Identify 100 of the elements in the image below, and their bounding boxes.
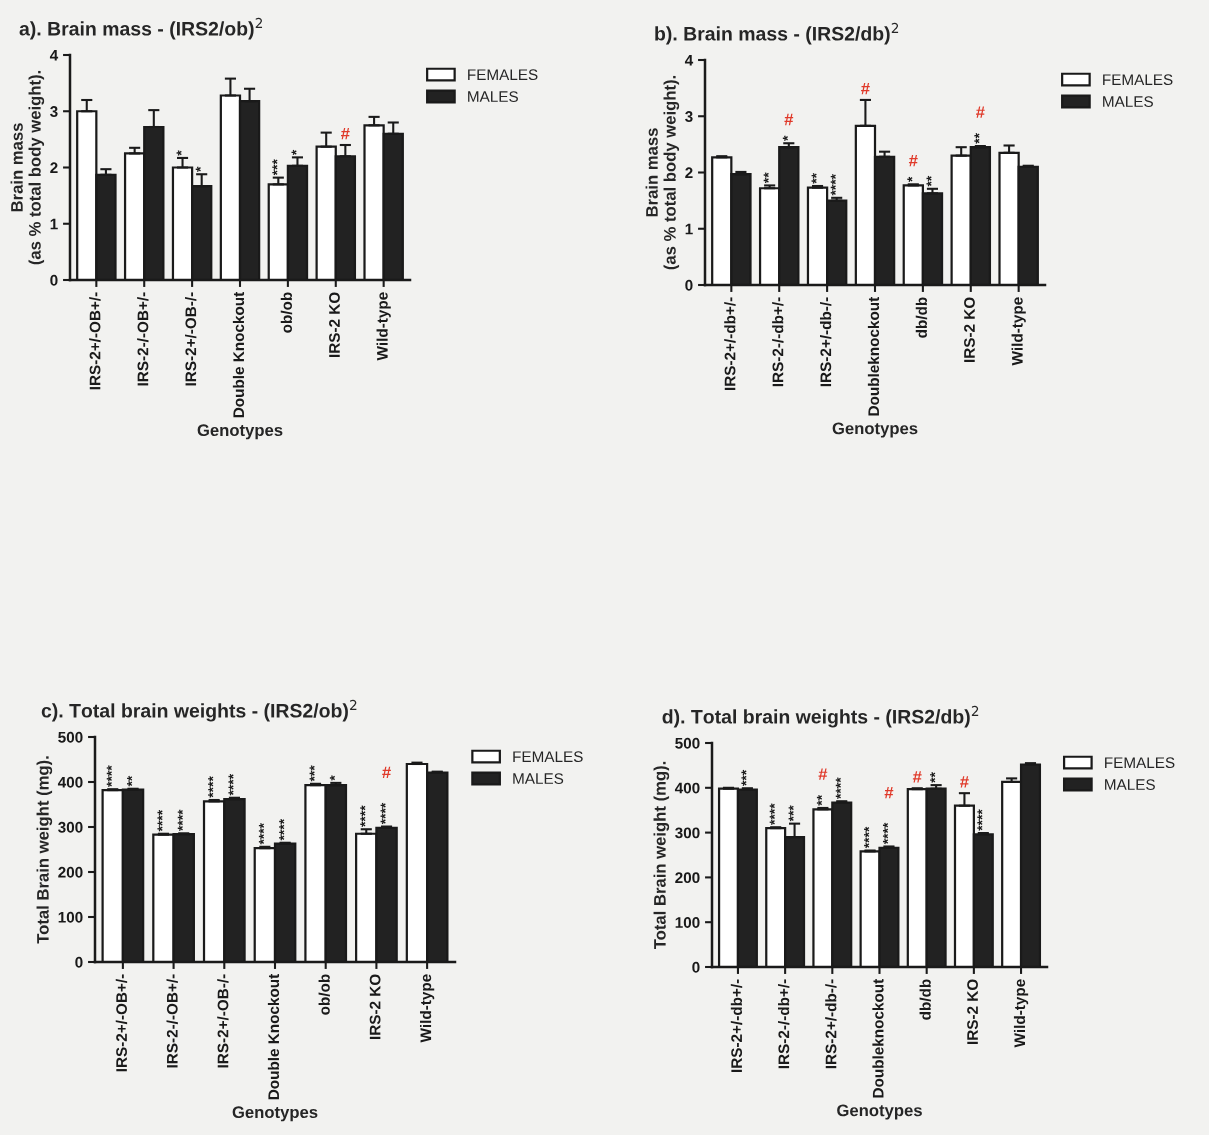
x-tick-label: Wild-type [1013, 979, 1029, 1048]
x-tick-label: IRS-2+/-OB+/- [115, 974, 128, 1072]
y-tick-label: 100 [675, 917, 700, 928]
y-tick-label: 400 [57, 776, 83, 788]
y-tick-label: 3 [685, 111, 693, 122]
y-tick-label: 1 [50, 218, 58, 230]
data-label: **** [258, 822, 265, 845]
y-tick-label: 200 [58, 866, 83, 878]
x-tick-label: Doubleknockout [872, 978, 884, 1098]
x-tick-label: IRS-2 KO [967, 979, 978, 1044]
x-axis-title: Genotypes [232, 1106, 318, 1122]
data-label: **** [830, 173, 836, 196]
y-tick-label: 500 [675, 737, 700, 749]
data-label: * [291, 149, 297, 156]
y-tick-label: 4 [684, 55, 694, 66]
data-label: *** [272, 159, 278, 176]
data-label: *** [788, 805, 794, 822]
y-axis-title: Total Brain weight (mg). [653, 761, 670, 950]
y-tick-label: 0 [685, 279, 693, 291]
data-label: ** [763, 172, 769, 184]
x-tick-label: db/db [919, 979, 931, 1020]
y-tick-label: 300 [58, 821, 83, 833]
y-tick-label: 200 [675, 872, 700, 884]
x-axis-title: Genotypes [832, 422, 918, 438]
x-tick-label: db/db [915, 297, 928, 338]
data-label: *** [309, 765, 315, 782]
x-tick-label: IRS-2+/-db-/- [825, 979, 837, 1069]
data-label: ** [930, 772, 936, 783]
data-label: # [341, 127, 350, 140]
chart-title: d). Total brain weights - (IRS2/db)$^{2}$ [662, 705, 979, 728]
y-axis-title: Total Brain weight (mg). [36, 756, 53, 944]
legend-label: MALES [468, 91, 518, 103]
x-tick-label: IRS-2+/-db+/- [724, 297, 736, 391]
data-label: * [176, 150, 182, 156]
x-tick-label: Wild-type [376, 292, 391, 361]
data-label: **** [157, 809, 163, 832]
data-label: * [329, 775, 336, 781]
legend-label: FEMALES [1105, 757, 1175, 769]
data-label: **** [208, 776, 214, 798]
x-tick-label: IRS-2 KO [369, 974, 381, 1039]
x-axis-title: Genotypes [837, 1104, 922, 1120]
y-tick-label: 1 [685, 223, 693, 235]
data-label: **** [177, 809, 183, 832]
legend-label: MALES [1105, 779, 1155, 791]
x-tick-label: IRS-2+/-OB-/- [184, 292, 197, 386]
x-tick-label: IRS-2 KO [329, 292, 340, 357]
y-axis-title: Brain mass (as % total body weight). [645, 75, 680, 270]
chart-title: c). Total brain weights - (IRS2/ob)$^{2}$ [41, 699, 357, 722]
y-tick-label: 4 [49, 50, 59, 61]
y-tick-label: 2 [685, 167, 693, 179]
data-label: **** [835, 777, 841, 799]
data-label: # [912, 771, 922, 783]
data-label: * [195, 166, 201, 172]
data-label: # [861, 82, 870, 95]
x-tick-label: ob/ob [318, 974, 330, 1015]
x-tick-label: Double Knockout [267, 973, 280, 1100]
x-tick-label: IRS-2+/-db-/- [819, 297, 832, 387]
y-axis-title: Brain mass (as % total body weight). [10, 70, 45, 265]
data-label: **# [816, 768, 828, 806]
y-tick-label: 3 [50, 106, 58, 117]
data-label: *# [782, 113, 794, 141]
x-tick-label: IRS-2-/-db+/- [772, 297, 784, 387]
text: ****# [380, 766, 391, 825]
x-tick-label: Wild-type [1011, 297, 1026, 366]
data-label: # [960, 776, 969, 788]
data-label: *** [741, 769, 747, 786]
x-tick-label: IRS-2 KO [964, 297, 975, 362]
y-tick-label: 500 [58, 731, 83, 743]
y-tick-label: 300 [675, 827, 700, 839]
x-axis-title: Genotypes [197, 424, 283, 440]
y-tick-label: 400 [674, 782, 700, 794]
data-label: *# [907, 154, 918, 183]
chart-title: b). Brain mass - (IRS2/db)$^{2}$ [655, 22, 899, 45]
y-tick-label: 2 [50, 162, 58, 174]
data-label: **** [360, 805, 366, 827]
text: ****# [882, 786, 894, 845]
legend-label: MALES [513, 773, 564, 785]
x-tick-label: IRS-2+/-OB-/- [217, 974, 229, 1068]
x-tick-label: Double Knockout [232, 291, 245, 418]
x-tick-label: ob/ob [280, 292, 293, 333]
x-tick-label: IRS-2-/-OB+/- [166, 974, 178, 1068]
data-label: **** [977, 809, 983, 831]
data-label: ** [127, 775, 133, 787]
x-tick-label: IRS-2-/-OB+/- [137, 292, 149, 386]
data-label: **** [228, 773, 234, 796]
data-label: **# [974, 106, 985, 144]
data-label: **** [769, 803, 775, 825]
data-label: **** [106, 765, 112, 787]
x-tick-label: IRS-2+/-OB+/- [89, 292, 101, 390]
x-tick-label: IRS-2-/-db+/- [778, 979, 790, 1069]
y-tick-label: 0 [50, 274, 58, 286]
legend-label: FEMALES [1103, 74, 1173, 86]
x-tick-label: Doubleknockout [867, 296, 880, 416]
y-tick-label: 100 [58, 911, 83, 923]
legend-label: FEMALES [468, 69, 538, 81]
data-label: **** [279, 818, 285, 841]
y-tick-label: 0 [692, 961, 700, 973]
data-label: **** [864, 826, 870, 849]
x-tick-label: Wild-type [419, 974, 435, 1043]
data-label: ** [926, 175, 932, 187]
